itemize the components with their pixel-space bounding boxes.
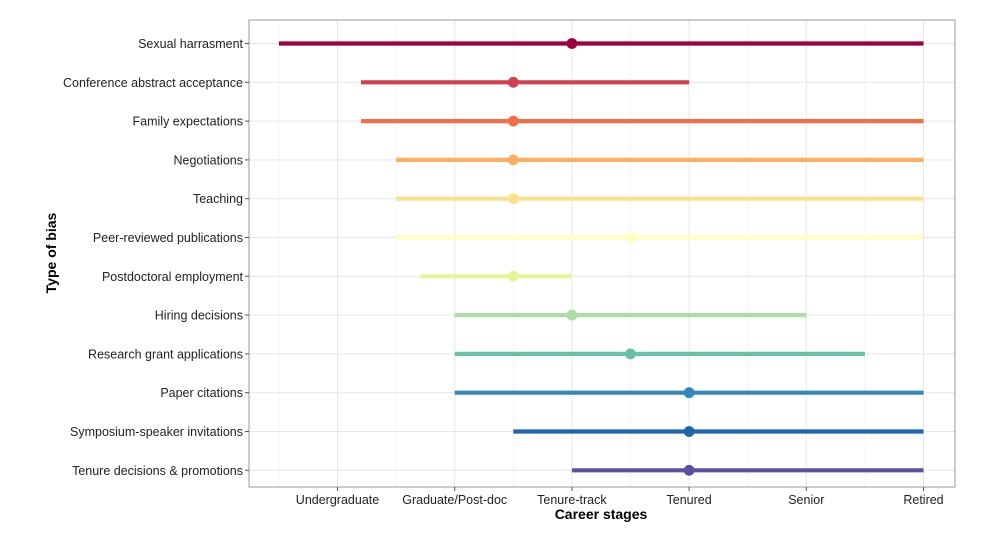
x-tick-label: Retired: [903, 493, 943, 507]
x-tick-label: Tenure-track: [537, 493, 607, 507]
point-marker: [507, 115, 519, 127]
x-axis-title: Career stages: [555, 506, 648, 522]
point-marker: [683, 387, 695, 399]
y-tick-label: Peer-reviewed publications: [93, 231, 243, 245]
x-tick-label: Tenured: [667, 493, 712, 507]
x-tick-label: Undergraduate: [296, 493, 379, 507]
y-axis-ticks: Sexual harrasment Conference abstract acc…: [63, 37, 249, 478]
y-tick-label: Negotiations: [174, 153, 244, 167]
y-tick-label: Research grant applications: [88, 347, 243, 361]
point-marker: [683, 426, 695, 437]
y-axis-title: Type of bias: [43, 212, 59, 293]
point-marker: [507, 193, 519, 205]
x-tick-label: Senior: [788, 493, 824, 507]
point-marker: [507, 154, 519, 166]
x-tick-label: Graduate/Post-doc: [402, 493, 507, 507]
y-tick-label: Postdoctoral employment: [102, 270, 244, 284]
point-marker: [625, 348, 636, 360]
point-marker: [507, 270, 519, 282]
minor-gridlines: [278, 20, 866, 487]
data-marks: [278, 38, 924, 476]
y-tick-label: Symposium-speaker invitations: [70, 425, 243, 439]
y-tick-label: Hiring decisions: [155, 309, 243, 323]
y-tick-label: Tenure decisions & promotions: [72, 464, 243, 478]
x-axis-ticks: Undergraduate Graduate/Post-doc Tenure-tra…: [296, 487, 944, 507]
y-tick-label: Teaching: [193, 192, 243, 206]
point-marker: [566, 309, 578, 321]
y-tick-label: Conference abstract acceptance: [63, 76, 243, 90]
plot-panel-border: [248, 19, 956, 488]
y-tick-label: Paper citations: [160, 386, 243, 400]
point-marker: [566, 38, 578, 49]
point-marker: [507, 76, 519, 88]
y-tick-label: Family expectations: [133, 115, 243, 129]
point-marker: [683, 464, 695, 476]
y-tick-label: Sexual harrasment: [138, 37, 243, 51]
point-marker: [625, 232, 636, 243]
